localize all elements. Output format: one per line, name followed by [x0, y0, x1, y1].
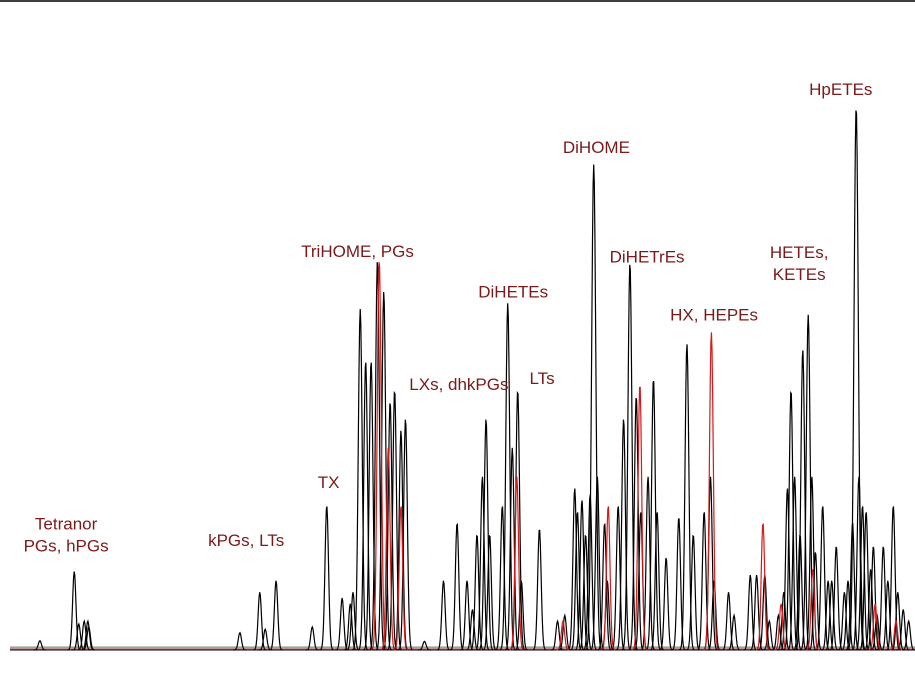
- peak-label-2: TX: [318, 473, 340, 492]
- peak-red-7: [703, 332, 720, 651]
- peak-black-33: [495, 506, 510, 651]
- peak-black-10: [305, 625, 319, 651]
- peak-label-4: LXs, dhkPGs: [409, 375, 508, 394]
- peak-black-48: [597, 522, 612, 651]
- peak-red-3: [509, 476, 524, 651]
- peak-black-43: [574, 500, 589, 651]
- peak-label-7: DiHOME: [563, 138, 630, 157]
- peak-black-75: [787, 476, 802, 651]
- peak-black-50: [611, 506, 626, 651]
- peak-black-21: [386, 390, 402, 651]
- peak-label-11: HpETEs: [809, 80, 872, 99]
- peak-black-30: [475, 476, 490, 651]
- peak-label-8: DiHETrEs: [610, 248, 685, 267]
- peak-black-31: [478, 419, 494, 651]
- peak-label-line: TriHOME, PGs: [301, 242, 414, 261]
- peak-black-60: [679, 344, 695, 651]
- peak-label-6: DiHETEs: [478, 282, 548, 301]
- peak-black-47: [590, 476, 605, 651]
- peak-black-58: [659, 557, 673, 651]
- peak-label-3: TriHOME, PGs: [301, 242, 414, 261]
- peak-label-line: DiHETEs: [478, 282, 548, 301]
- peak-red-8: [755, 522, 770, 651]
- peak-red-2: [393, 506, 408, 651]
- peak-black-42: [570, 512, 585, 651]
- peak-label-0: Tetranor PGs, hPGs: [24, 515, 109, 556]
- peak-label-line: DiHOME: [563, 138, 630, 157]
- peak-black-96: [881, 580, 895, 651]
- peak-black-88: [847, 110, 865, 651]
- peak-black-74: [783, 390, 799, 651]
- peak-black-61: [686, 534, 700, 651]
- peak-black-16: [357, 362, 374, 651]
- peak-black-46: [585, 164, 603, 651]
- peak-label-line: HX, HEPEs: [670, 306, 758, 325]
- peak-black-41: [567, 488, 582, 651]
- peak-red-1: [380, 447, 396, 651]
- peak-black-9: [269, 580, 283, 651]
- traces: [10, 110, 915, 651]
- peak-label-line: KETEs: [773, 265, 826, 284]
- peak-red-5: [601, 506, 616, 651]
- peak-red-6: [632, 386, 648, 651]
- peak-black-95: [876, 546, 890, 651]
- peak-label-line: HpETEs: [809, 80, 872, 99]
- peak-black-62: [697, 512, 712, 651]
- peak-black-53: [628, 397, 644, 651]
- peak-label-9: HX, HEPEs: [670, 306, 758, 325]
- peak-label-1: kPGs, LTs: [208, 531, 284, 550]
- peak-black-66: [727, 613, 741, 651]
- peak-black-81: [815, 506, 830, 651]
- peak-black-38: [532, 529, 547, 651]
- peak-black-89: [851, 476, 866, 651]
- peak-black-15: [352, 308, 369, 651]
- peak-label-5: LTs: [529, 369, 554, 388]
- peak-label-line: kPGs, LTs: [208, 531, 284, 550]
- peak-black-18: [369, 262, 386, 651]
- peak-label-line: PGs, hPGs: [24, 537, 109, 556]
- peak-black-11: [319, 506, 334, 651]
- peak-label-line: HETEs,: [770, 243, 829, 262]
- peak-label-line: TX: [318, 473, 340, 492]
- peak-label-line: LTs: [529, 369, 554, 388]
- peak-black-100: [902, 619, 915, 651]
- peak-black-73: [780, 488, 795, 651]
- peak-black-97: [886, 506, 901, 651]
- peak-labels: Tetranor PGs, hPGs kPGs, LTs TX TriHOME, PGs…: [24, 80, 873, 556]
- peak-black-25: [436, 580, 451, 651]
- peak-black-19: [375, 291, 392, 651]
- peak-black-7: [253, 592, 267, 651]
- peak-label-10: HETEs, KETEs: [770, 243, 829, 284]
- peak-black-1: [67, 571, 81, 651]
- peak-black-51: [616, 419, 631, 651]
- peak-black-0: [33, 640, 47, 651]
- peak-black-23: [397, 419, 413, 651]
- peak-label-line: LXs, dhkPGs: [409, 375, 508, 394]
- peak-black-91: [859, 512, 874, 651]
- peak-label-line: DiHETrEs: [610, 248, 685, 267]
- peak-black-56: [645, 380, 662, 651]
- peak-black-59: [671, 518, 686, 651]
- peak-black-17: [363, 362, 379, 651]
- peak-black-26: [450, 522, 465, 651]
- peak-label-line: Tetranor: [35, 515, 98, 534]
- peak-black-35: [504, 447, 520, 651]
- peak-black-24: [418, 640, 431, 651]
